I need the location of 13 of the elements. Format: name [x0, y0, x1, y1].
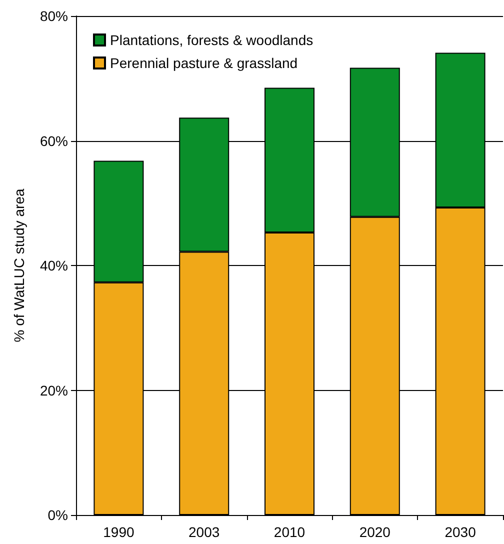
y-tick-label: 60%: [40, 132, 68, 149]
x-tick-label: 1990: [103, 524, 134, 540]
y-tick-label: 20%: [40, 382, 68, 398]
y-tick-label: 40%: [40, 258, 68, 274]
y-tick-label: 0%: [48, 507, 68, 523]
x-tick-label: 2003: [188, 524, 220, 540]
x-tick-label: 2020: [359, 524, 391, 540]
x-tick-label: 2030: [444, 524, 476, 540]
y-tick-label: 80%: [40, 8, 68, 24]
legend-label: Plantations, forests & woodlands: [110, 32, 314, 48]
y-axis-title: % of WatLUC study area: [11, 188, 27, 342]
legend-label: Perennial pasture & grassland: [110, 55, 298, 71]
x-tick-label: 2010: [274, 524, 306, 540]
